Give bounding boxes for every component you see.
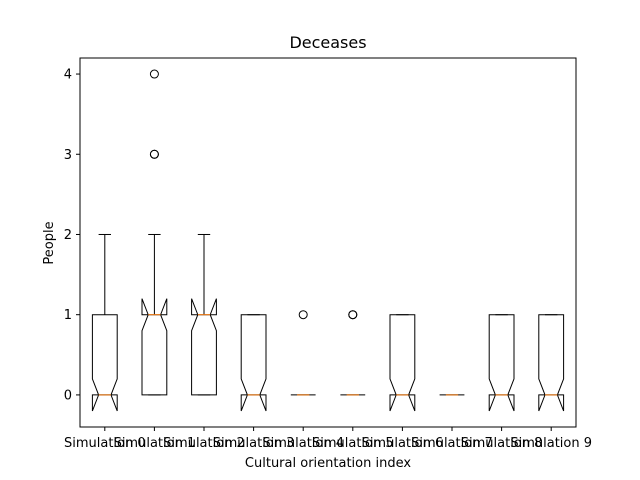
box	[91, 314, 118, 412]
x-tick-label: Simulation 7	[411, 436, 493, 451]
y-tick-label: 2	[64, 228, 72, 243]
box	[538, 314, 565, 412]
y-axis-label: People	[42, 221, 57, 264]
x-tick-label: Simulation 3	[213, 436, 295, 451]
axes-frame	[79, 57, 577, 428]
x-axis-label: Cultural orientation index	[245, 456, 411, 471]
x-tick-label: Simulation 9	[510, 436, 592, 451]
x-tick-label: Simulation 4	[262, 436, 344, 451]
x-tick-label: Simulation 5	[312, 436, 394, 451]
x-tick-label: Simulation 8	[461, 436, 543, 451]
outlier-point	[298, 310, 308, 320]
outlier-point	[348, 310, 358, 320]
x-tick-label: Simulation 2	[163, 436, 245, 451]
outlier-point	[149, 69, 159, 79]
y-tick-label: 0	[64, 388, 72, 403]
x-tick-label: Simulation 1	[114, 436, 196, 451]
box	[191, 298, 217, 396]
y-tick-label: 1	[64, 308, 72, 323]
box	[389, 314, 416, 412]
x-tick-label: Simulation 6	[362, 436, 444, 451]
chart-title: Deceases	[289, 33, 366, 52]
box	[240, 314, 267, 412]
outlier-point	[149, 149, 159, 159]
box	[141, 298, 168, 396]
y-tick-label: 3	[64, 148, 72, 163]
x-tick-label: Simulation 0	[64, 436, 146, 451]
y-tick-label: 4	[64, 68, 72, 83]
box	[488, 314, 515, 412]
